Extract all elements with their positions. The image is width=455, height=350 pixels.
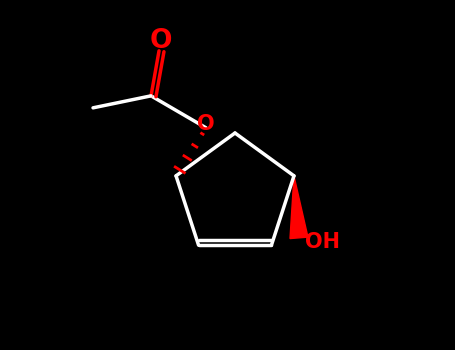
Polygon shape [290,176,308,239]
Text: OH: OH [305,232,340,252]
Text: O: O [197,114,215,134]
Text: O: O [150,28,172,54]
